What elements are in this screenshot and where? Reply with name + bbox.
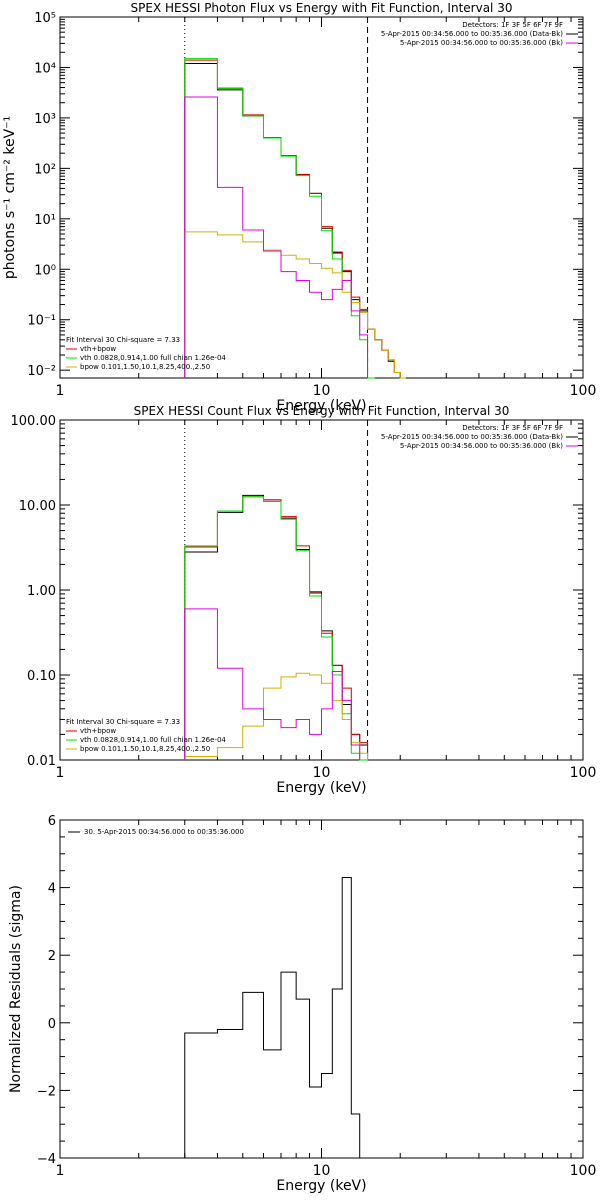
y-axis-label: photons s⁻¹ cm⁻² keV⁻¹ — [2, 116, 18, 279]
chart-panel-2: SPEX HESSI Count Flux vs Energy with Fit… — [11, 404, 597, 796]
legend-text: Fit Interval 30 Chi-square = 7.33 — [66, 336, 180, 344]
y-tick-label: 4 — [48, 882, 56, 897]
y-tick-label: 10⁻¹ — [27, 314, 56, 329]
chart-panel-1: SPEX HESSI Photon Flux vs Energy with Fi… — [2, 1, 596, 414]
y-tick-label: 100.00 — [11, 414, 57, 429]
series-line — [184, 876, 361, 1158]
plot-frame — [59, 819, 584, 1159]
x-tick-label: 10 — [313, 1163, 331, 1179]
info-text: 5-Apr-2015 00:34:56.000 to 00:35:36.000 … — [381, 30, 563, 38]
y-tick-label: −2 — [37, 1084, 56, 1099]
y-tick-label: 10² — [34, 162, 56, 177]
series-line — [184, 496, 368, 761]
y-tick-label: 10⁵ — [34, 11, 56, 26]
legend-text: bpow 0.101,1.50,10.1,8.25,400.,2.50 — [80, 745, 210, 753]
chart-panel-3: 1 10 100 Energy (keV) −4 −2 0 2 4 6 Normalized Res… — [8, 814, 596, 1194]
x-tick-label: 1 — [56, 765, 65, 781]
y-tick-label: 1.00 — [27, 584, 56, 599]
y-tick-label: 10⁴ — [34, 61, 56, 76]
info-text: 5-Apr-2015 00:34:56.000 to 00:35:36.000 … — [400, 442, 563, 450]
y-tick-label: 2 — [48, 949, 56, 964]
legend-text: 30. 5-Apr-2015 00:34:56.000 to 00:35:36.… — [84, 828, 244, 836]
y-tick-label: 10⁰ — [34, 263, 56, 278]
legend-text: vth+bpow — [80, 345, 116, 353]
info-text: 5-Apr-2015 00:34:56.000 to 00:35:36.000 … — [400, 39, 563, 47]
info-text: Detectors: 1F 3F 5F 6F 7F 9F — [462, 424, 563, 432]
series-line — [184, 608, 361, 760]
info-text: 5-Apr-2015 00:34:56.000 to 00:35:36.000 … — [381, 433, 563, 441]
series-line — [184, 58, 375, 379]
x-tick-label: 100 — [570, 765, 597, 781]
series-line — [184, 96, 369, 378]
y-tick-label: −4 — [37, 1152, 56, 1167]
x-tick-label: 10 — [313, 765, 331, 781]
chart-title: SPEX HESSI Photon Flux vs Energy with Fi… — [131, 1, 513, 15]
legend-text: vth 0.0828,0.914,1.00 full chian 1.26e-0… — [80, 354, 226, 362]
series-line — [184, 496, 369, 760]
series-line — [184, 494, 369, 760]
series-line — [184, 672, 369, 760]
legend-text: vth+bpow — [80, 727, 116, 735]
y-tick-label: 6 — [48, 814, 56, 829]
y-tick-label: 10⁻² — [27, 364, 56, 379]
x-tick-label: 10 — [313, 383, 331, 399]
y-tick-label: 10¹ — [34, 213, 56, 228]
info-text: Detectors: 1F 3F 5F 6F 7F 9F — [462, 21, 563, 29]
y-tick-label: 0.10 — [27, 669, 56, 684]
legend-text: Fit Interval 30 Chi-square = 7.33 — [66, 718, 180, 726]
x-tick-label: 100 — [570, 383, 597, 399]
y-tick-label: 10.00 — [19, 499, 56, 514]
x-tick-label: 100 — [570, 1163, 597, 1179]
x-axis-label: Energy (keV) — [276, 780, 366, 796]
y-tick-label: 10³ — [34, 112, 56, 127]
y-axis-label: Normalized Residuals (sigma) — [8, 885, 24, 1093]
x-tick-label: 1 — [56, 1163, 65, 1179]
y-tick-label: 0.01 — [27, 754, 56, 769]
y-tick-label: 0 — [48, 1017, 56, 1032]
x-axis-label: Energy (keV) — [276, 398, 366, 414]
legend-text: vth 0.0828,0.914,1.00 full chian 1.26e-0… — [80, 736, 226, 744]
x-axis-label: Energy (keV) — [276, 1178, 366, 1194]
x-tick-label: 1 — [56, 383, 65, 399]
legend-text: bpow 0.101,1.50,10.1,8.25,400.,2.50 — [80, 363, 210, 371]
chart-title: SPEX HESSI Count Flux vs Energy with Fit… — [134, 404, 510, 418]
